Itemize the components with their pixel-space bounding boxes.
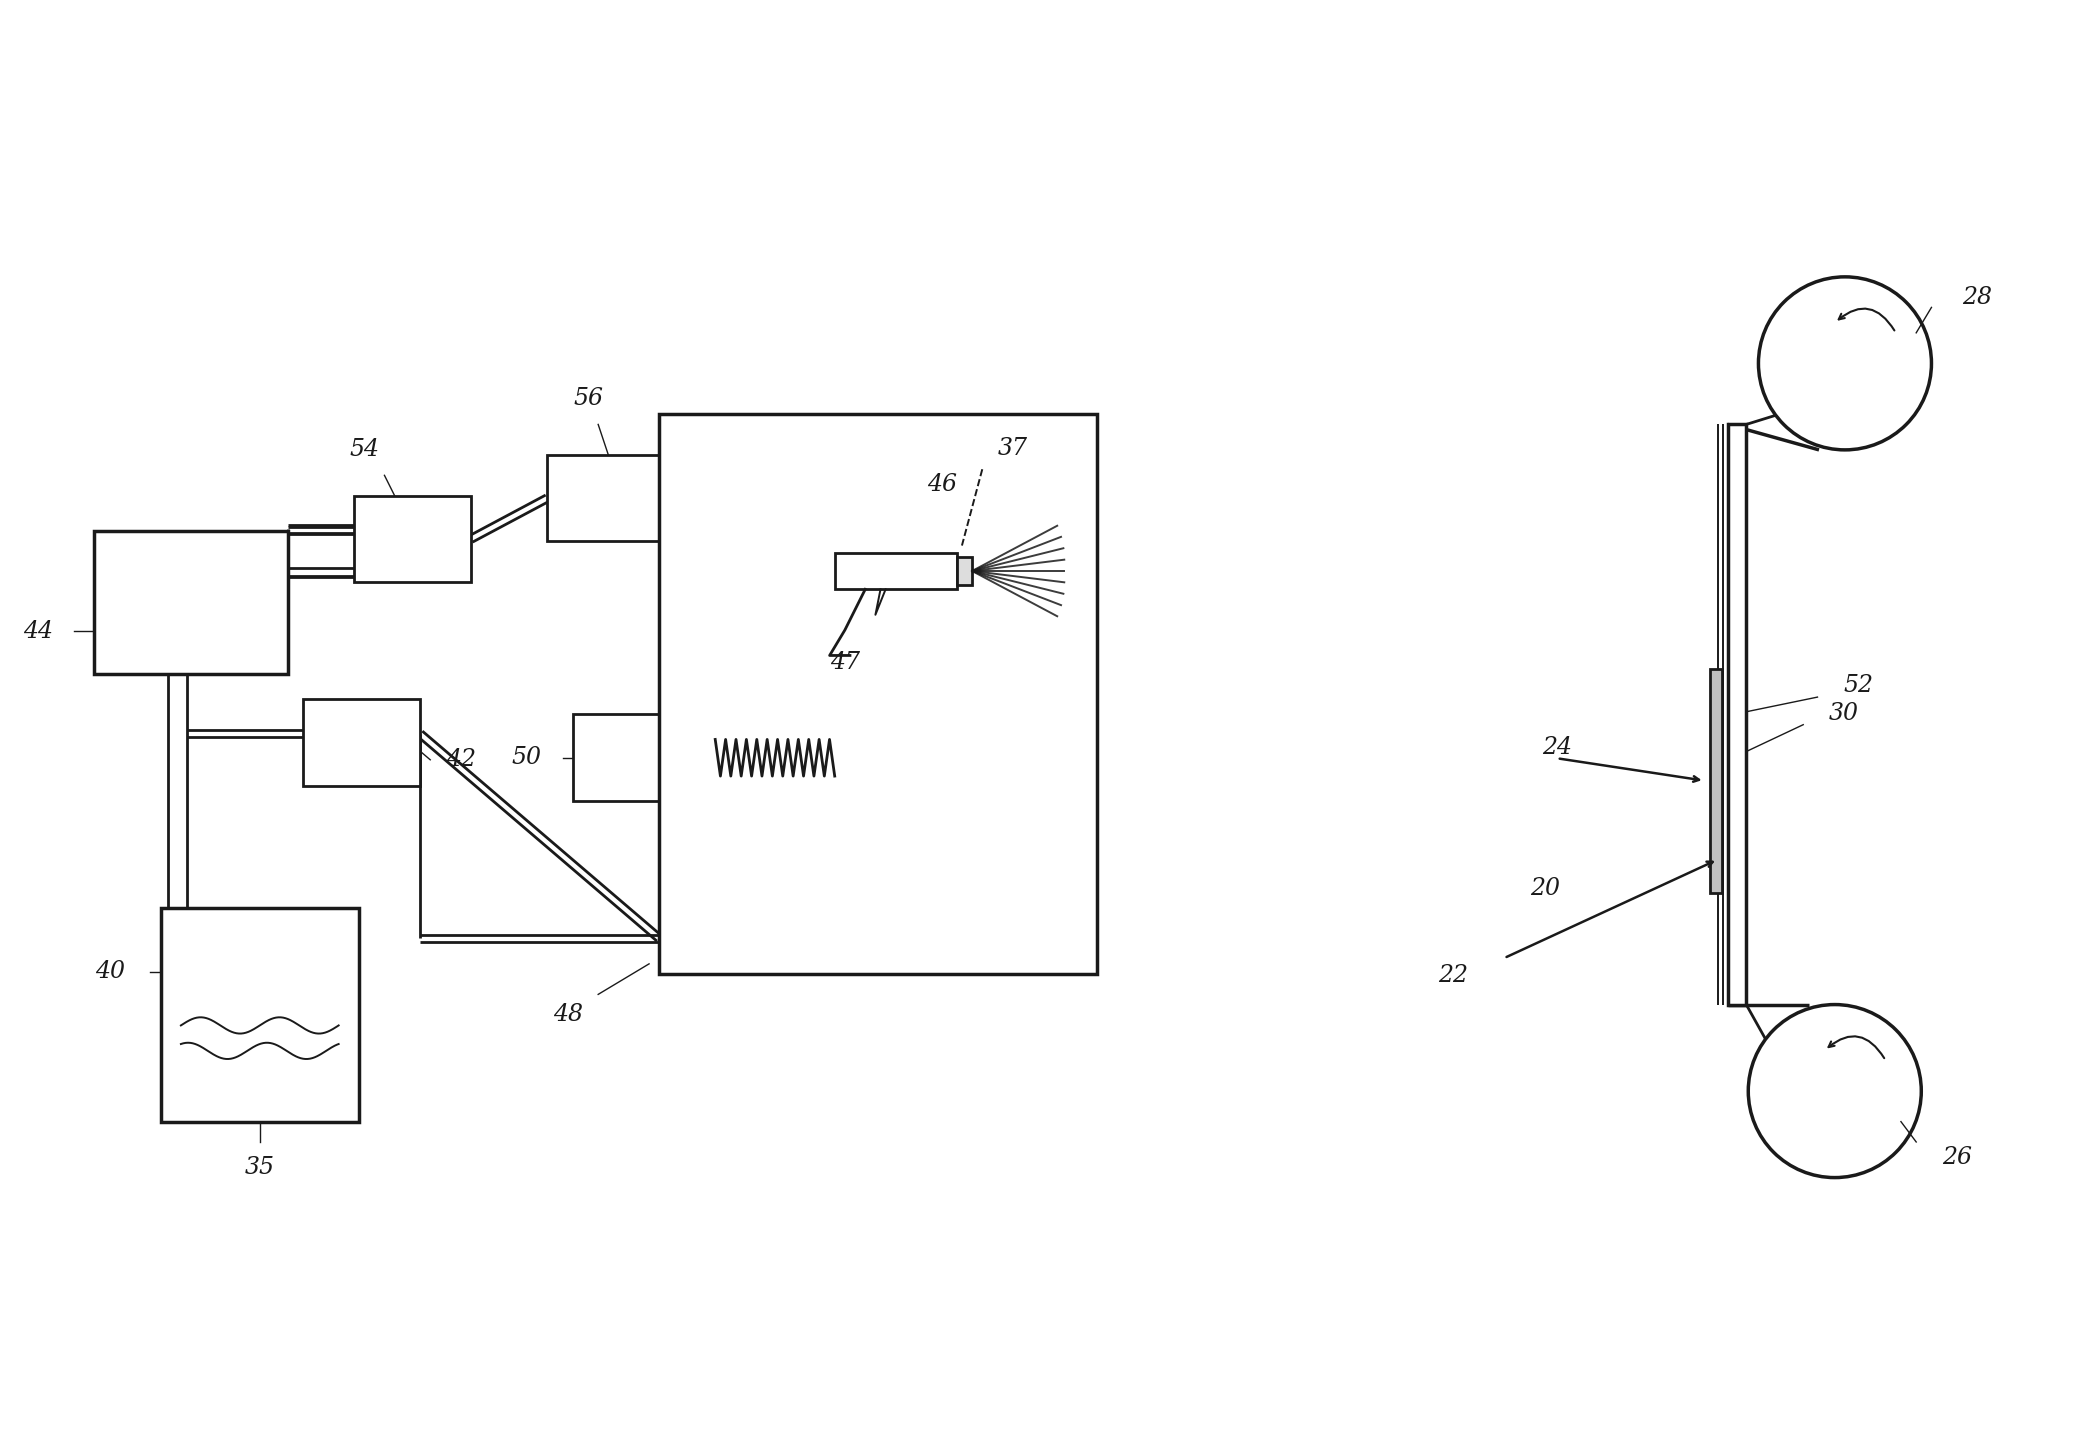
Text: 20: 20 bbox=[1529, 877, 1561, 900]
Text: 40: 40 bbox=[94, 960, 126, 983]
Bar bbox=[1709, 669, 1722, 893]
Bar bbox=[548, 454, 684, 542]
Text: 44: 44 bbox=[23, 620, 54, 643]
Text: 42: 42 bbox=[446, 749, 475, 772]
Bar bbox=[161, 907, 360, 1122]
Text: 24: 24 bbox=[1542, 736, 1571, 759]
Bar bbox=[303, 699, 420, 786]
Text: 56: 56 bbox=[573, 387, 602, 410]
Text: 26: 26 bbox=[1941, 1146, 1973, 1169]
Bar bbox=[1728, 424, 1747, 1005]
Bar bbox=[956, 557, 973, 586]
Text: 52: 52 bbox=[1843, 674, 1872, 697]
Bar bbox=[354, 496, 471, 582]
Bar bbox=[659, 414, 1096, 975]
Text: 48: 48 bbox=[552, 1003, 584, 1026]
Text: 37: 37 bbox=[998, 437, 1027, 460]
Text: 54: 54 bbox=[349, 439, 379, 462]
Text: 28: 28 bbox=[1962, 286, 1992, 309]
Text: 35: 35 bbox=[245, 1156, 274, 1179]
Bar bbox=[94, 532, 289, 674]
Text: 30: 30 bbox=[1828, 702, 1860, 725]
Text: 22: 22 bbox=[1437, 965, 1469, 987]
Text: 46: 46 bbox=[927, 473, 956, 496]
Text: 47: 47 bbox=[831, 652, 860, 674]
Text: 50: 50 bbox=[513, 746, 542, 769]
Bar bbox=[573, 714, 695, 802]
Bar bbox=[835, 553, 956, 589]
